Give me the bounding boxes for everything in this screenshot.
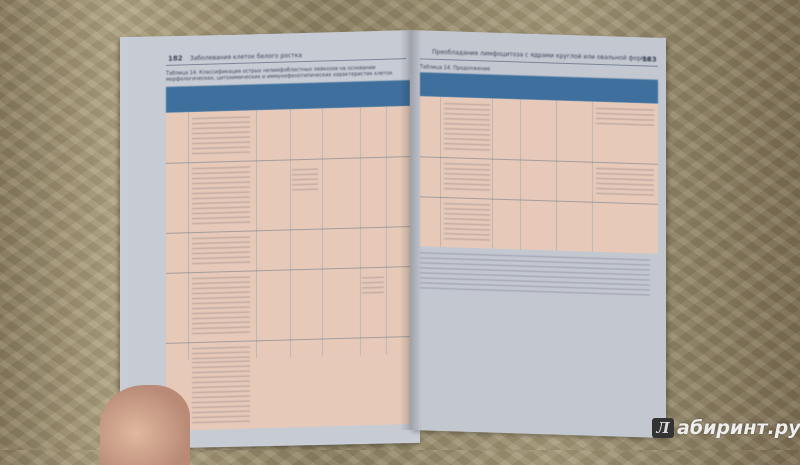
watermark-logo: Л <box>652 418 674 438</box>
book-gutter <box>400 30 422 430</box>
right-page: Преобладание лимфоцитоза с ядрами кругло… <box>410 30 666 439</box>
left-table-body-continued <box>166 354 410 431</box>
right-table-body <box>420 96 658 254</box>
watermark: Л абиринт.ру <box>652 417 800 439</box>
left-page: 182 Заболевания клеток белого ростка Таб… <box>128 30 412 448</box>
left-page-number: 182 <box>168 54 183 63</box>
left-table-caption: Таблица 14. Классификация острых нелимфо… <box>166 65 393 83</box>
right-page-number: 183 <box>642 55 657 64</box>
footnotes <box>420 252 650 300</box>
right-table-caption: Таблица 14. Продолжение <box>420 64 491 73</box>
hand <box>100 385 190 465</box>
watermark-text: абиринт.ру <box>677 417 800 439</box>
left-table-body <box>166 106 410 361</box>
